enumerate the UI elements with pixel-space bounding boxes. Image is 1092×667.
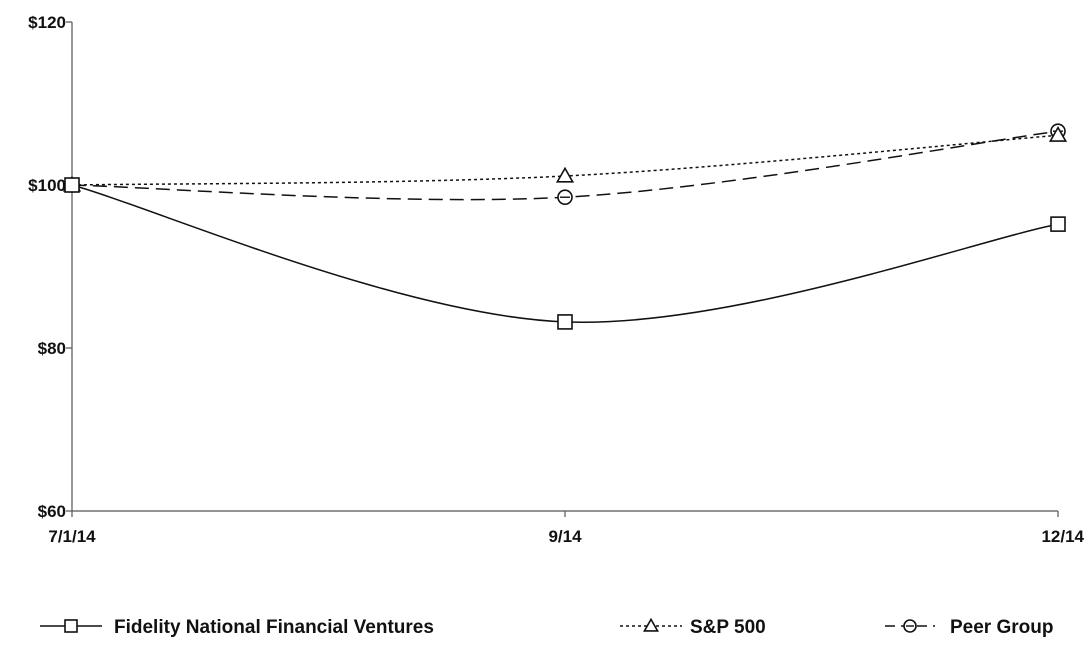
chart-axes: $60 $80 $100 $120 7/1/14 9/14 12/14	[28, 13, 1084, 546]
data-point-square	[557, 314, 573, 330]
x-tick-label: 7/1/14	[48, 527, 96, 546]
data-point-square	[64, 177, 80, 193]
legend-item: Fidelity National Financial Ventures	[40, 617, 434, 638]
legend-item: Peer Group	[885, 617, 1053, 638]
y-tick-label: $80	[38, 339, 66, 358]
data-point-square	[1050, 216, 1066, 232]
legend-marker-square	[64, 619, 78, 633]
chart-legend: Fidelity National Financial Ventures S&P …	[40, 617, 1053, 638]
series-markers	[64, 177, 1066, 330]
legend-label: Fidelity National Financial Ventures	[114, 617, 434, 638]
legend-label: Peer Group	[950, 617, 1053, 638]
series-circle-line	[71, 130, 1059, 201]
chart-series	[62, 123, 1068, 330]
data-point-circle	[557, 189, 573, 206]
data-point-triangle	[555, 166, 575, 183]
series-markers	[62, 125, 1068, 192]
legend-item: S&P 500	[620, 617, 766, 638]
series-path	[71, 130, 1059, 201]
x-tick-label: 12/14	[1041, 527, 1084, 546]
series-markers	[64, 123, 1066, 206]
legend-label: S&P 500	[690, 617, 766, 638]
y-tick-label: $60	[38, 502, 66, 521]
series-path	[71, 184, 1059, 323]
legend-marker-circle	[903, 619, 917, 633]
y-tick-label: $120	[28, 13, 66, 32]
data-point-triangle	[1048, 125, 1068, 142]
legend-marker-triangle	[643, 617, 659, 632]
x-tick-label: 9/14	[548, 527, 582, 546]
series-square-line	[71, 184, 1059, 323]
y-tick-label: $100	[28, 176, 66, 195]
